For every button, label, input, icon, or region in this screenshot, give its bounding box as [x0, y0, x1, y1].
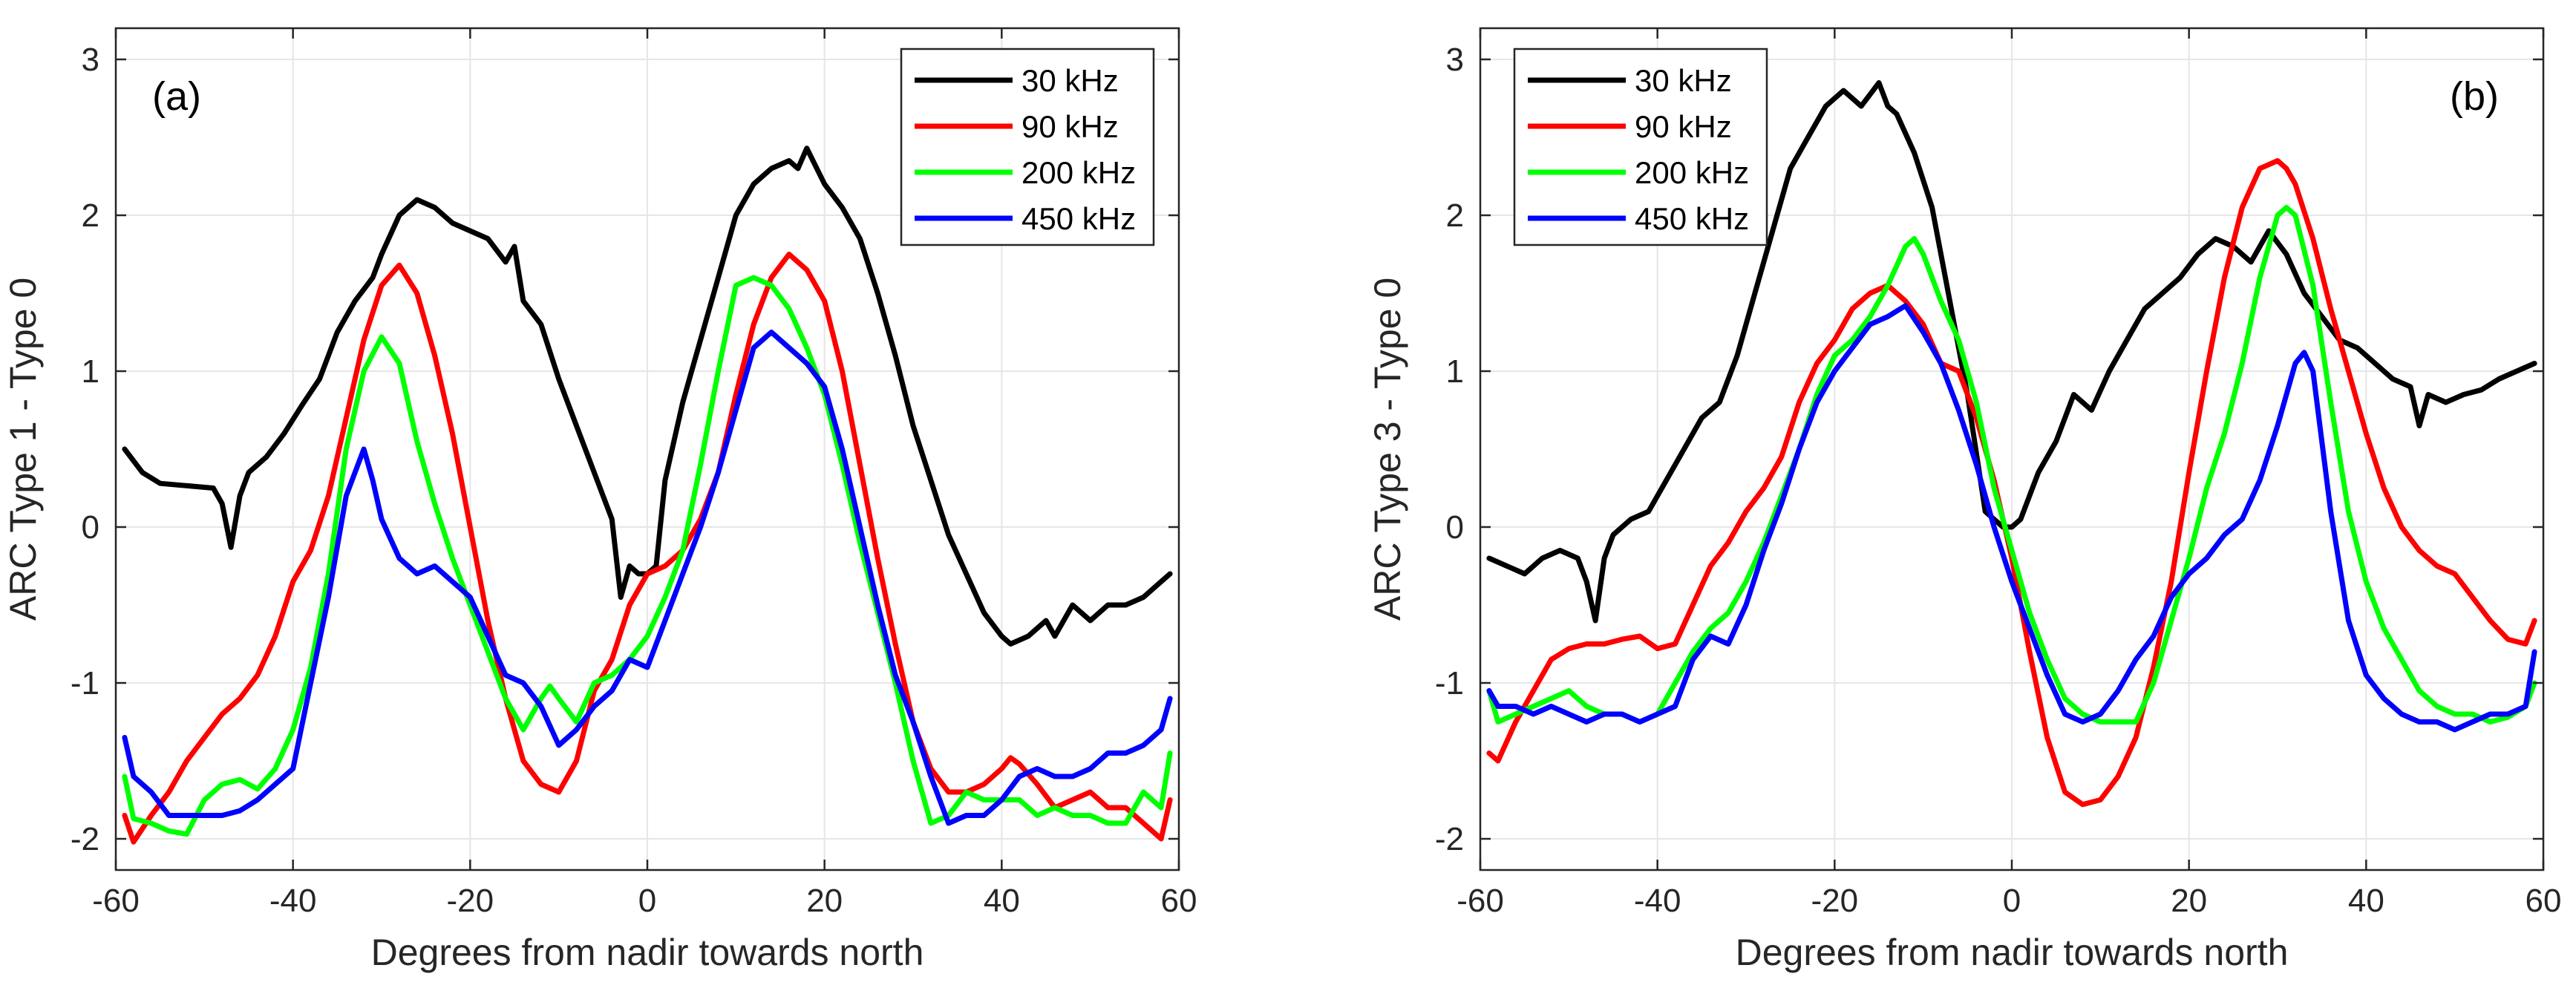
- x-tick-label: -20: [447, 883, 494, 919]
- x-tick-label: 40: [984, 883, 1020, 919]
- y-tick-label: -1: [1435, 665, 1464, 701]
- x-tick-label: 20: [2171, 883, 2207, 919]
- y-tick-label: 3: [1446, 42, 1464, 78]
- panel-b: -60 -40 -20 0 20 40 60 -2 -1 0 1 2 3 Degrees from nad…: [1367, 27, 2562, 973]
- x-tick-label: -20: [1811, 883, 1859, 919]
- x-tick-label: -40: [269, 883, 317, 919]
- legend-label-200-khz: 200 kHz: [1021, 155, 1136, 190]
- x-axis-label: Degrees from nadir towards north: [371, 932, 924, 973]
- legend-label-450-khz: 450 kHz: [1635, 201, 1749, 236]
- x-tick-label: 60: [2526, 883, 2562, 919]
- x-tick-label: 20: [806, 883, 843, 919]
- panel-label: (b): [2450, 74, 2499, 119]
- y-tick-label: 2: [82, 197, 99, 234]
- legend: 30 kHz 90 kHz 200 kHz 450 kHz: [900, 48, 1155, 246]
- y-tick-label: 0: [82, 509, 99, 546]
- x-tick-label: 0: [638, 883, 656, 919]
- y-tick-label: 2: [1446, 197, 1464, 234]
- y-axis-label: ARC Type 3 - Type 0: [1367, 278, 1408, 621]
- series-line-90-khz: [122, 252, 1173, 845]
- x-tick-label: -40: [1634, 883, 1681, 919]
- y-tick-label: -1: [71, 665, 99, 701]
- panel-label: (a): [152, 74, 201, 119]
- y-tick-label: 3: [82, 42, 99, 78]
- series-line-450-khz: [1486, 303, 2537, 733]
- series-line-30-khz: [1486, 80, 2537, 624]
- y-tick-label: 0: [1446, 509, 1464, 546]
- series-line-200-khz: [1486, 205, 2537, 725]
- series-line-30-khz: [122, 145, 1173, 647]
- panel-a: -60 -40 -20 0 20 40 60 -2 -1 0 1 2 3 Degrees from nad…: [2, 27, 1197, 973]
- legend-label-200-khz: 200 kHz: [1635, 155, 1749, 190]
- y-axis-label: ARC Type 1 - Type 0: [2, 278, 44, 621]
- legend-label-90-khz: 90 kHz: [1635, 109, 1732, 144]
- legend-label-30-khz: 30 kHz: [1635, 63, 1732, 98]
- legend-label-30-khz: 30 kHz: [1021, 63, 1119, 98]
- x-axis-label: Degrees from nadir towards north: [1736, 932, 2289, 973]
- x-tick-label: 60: [1161, 883, 1197, 919]
- y-tick-label: 1: [1446, 353, 1464, 390]
- x-tick-label: -60: [1457, 883, 1504, 919]
- x-tick-label: -60: [92, 883, 140, 919]
- series-line-450-khz: [122, 330, 1173, 826]
- legend: 30 kHz 90 kHz 200 kHz 450 kHz: [1513, 48, 1768, 246]
- x-tick-label: 0: [2003, 883, 2021, 919]
- legend-label-450-khz: 450 kHz: [1021, 201, 1136, 236]
- y-tick-label: -2: [71, 821, 99, 857]
- y-tick-label: 1: [82, 353, 99, 390]
- y-tick-label: -2: [1435, 821, 1464, 857]
- x-tick-label: 40: [2348, 883, 2384, 919]
- legend-label-90-khz: 90 kHz: [1021, 109, 1119, 144]
